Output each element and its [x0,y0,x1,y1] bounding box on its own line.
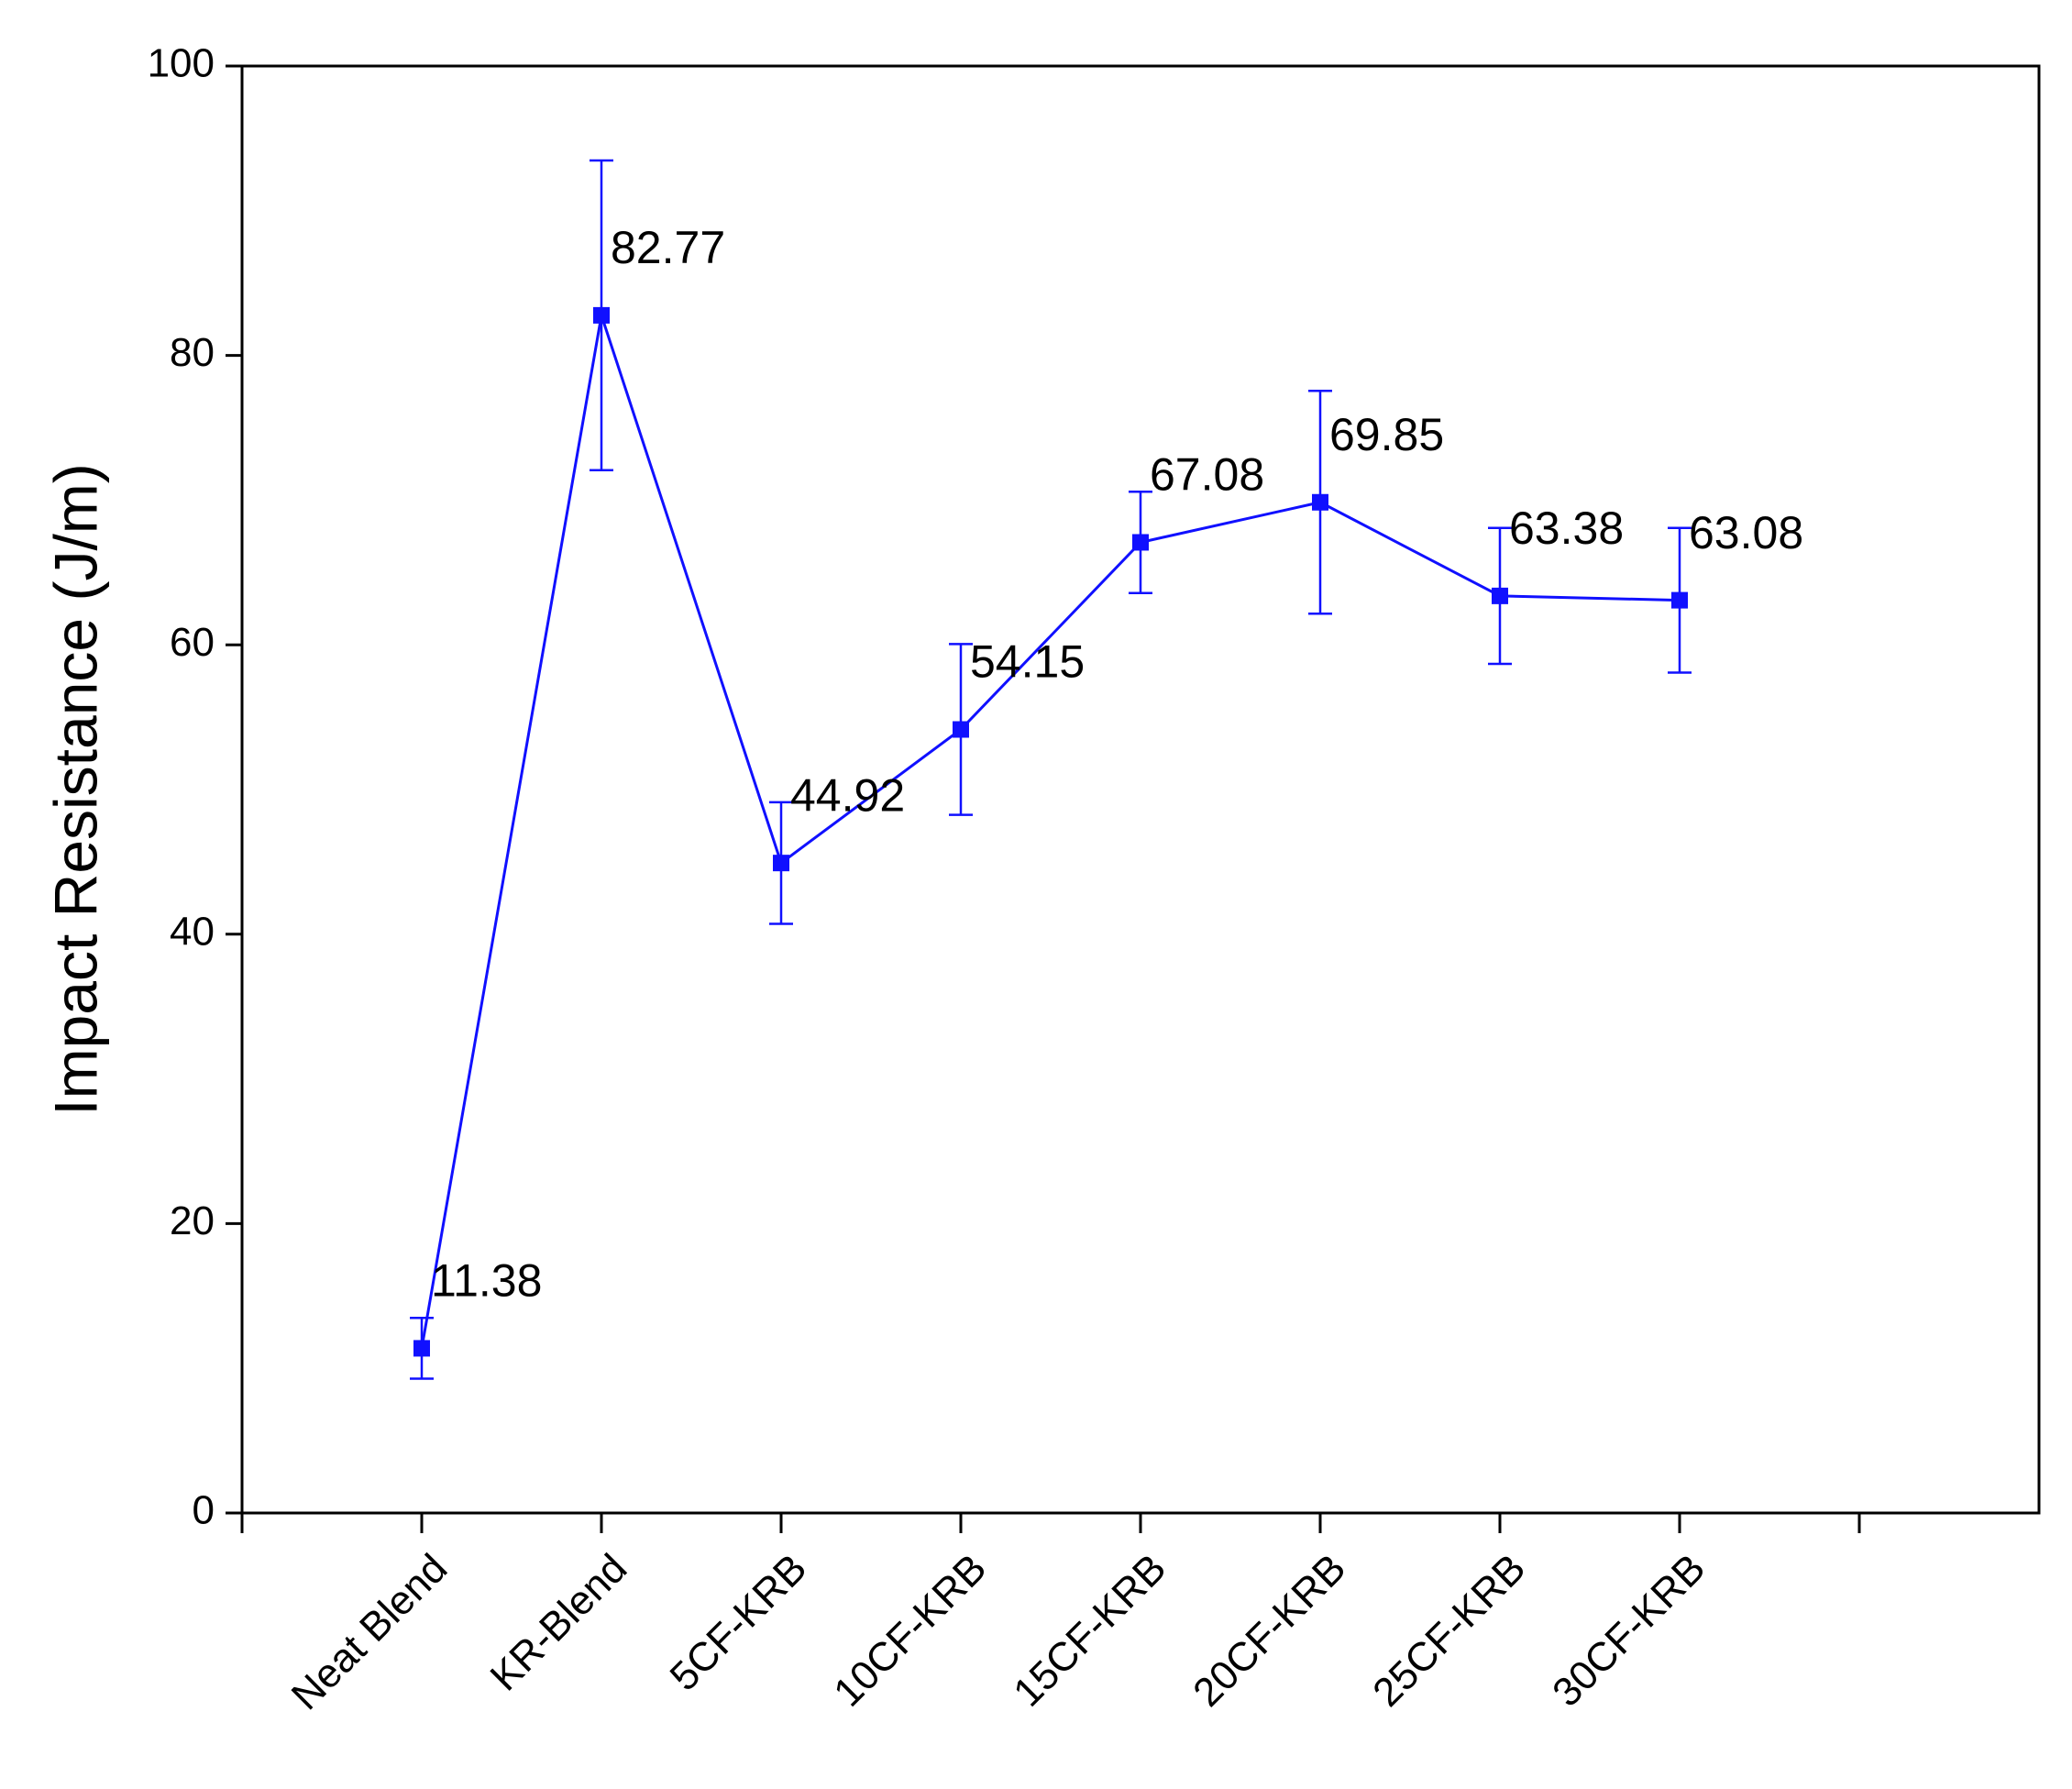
data-line [420,315,1681,1349]
data-label: 54.15 [970,636,1085,688]
marker [773,855,789,872]
x-tick-label: 30CF-KRB [1544,1546,1714,1716]
x-tick-label: 5CF-KRB [662,1546,816,1700]
marker [593,306,610,324]
y-tick-label: 0 [193,1488,215,1533]
marker [1132,534,1149,551]
marker [953,721,969,738]
x-tick-label: KR-Blend [481,1546,635,1700]
marker [1492,587,1508,604]
data-label: 82.77 [611,222,725,273]
y-tick-label: 20 [170,1198,215,1243]
data-label: 11.38 [431,1255,542,1307]
y-tick-label: 100 [148,41,215,86]
data-label: 63.08 [1689,507,1803,558]
data-label: 69.85 [1329,409,1444,460]
x-tick-label: 10CF-KRB [825,1546,995,1716]
x-tick-label: 25CF-KRB [1364,1546,1534,1716]
x-tick-label: 20CF-KRB [1185,1546,1354,1716]
y-tick-label: 40 [170,909,215,954]
data-label: 67.08 [1150,449,1264,501]
data-label: 63.38 [1509,502,1624,554]
y-tick-label: 60 [170,620,215,665]
marker [1312,493,1328,511]
data-label: 44.92 [790,769,905,821]
x-tick-label: 15CF-KRB [1005,1546,1174,1716]
y-axis-title: Impact Resistance (J/m) [41,463,109,1116]
x-tick-label: Neat Blend [283,1546,457,1719]
marker [1671,591,1688,609]
y-tick-label: 80 [170,330,215,375]
marker [413,1340,430,1357]
